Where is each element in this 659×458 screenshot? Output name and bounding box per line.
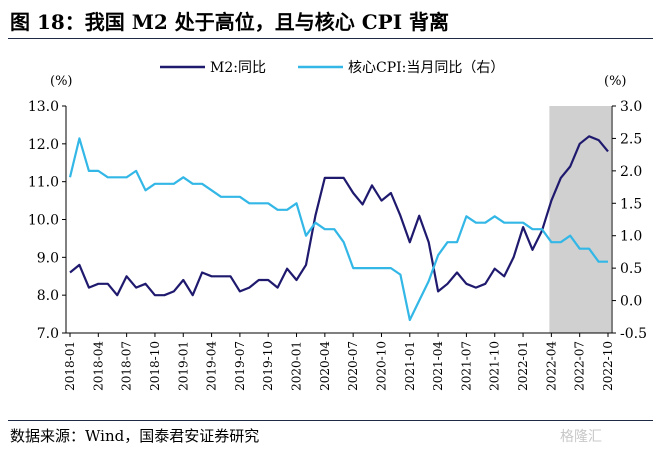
right-tick-label: 1.5 [620, 196, 642, 212]
x-tick-label: 2022-04 [544, 341, 558, 391]
x-tick-label: 2022-07 [573, 341, 587, 391]
left-tick-label: 13.0 [28, 99, 59, 115]
chart-title: 图 18：我国 M2 处于高位，且与核心 CPI 背离 [10, 10, 450, 34]
watermark: 格隆汇 [560, 429, 602, 445]
left-tick-label: 7.0 [37, 326, 59, 342]
x-tick-label: 2019-04 [205, 341, 219, 391]
legend-cpi-label: 核心CPI:当月同比（右） [348, 60, 504, 76]
left-unit-label: (%) [50, 74, 73, 89]
m2-series-line [69, 135, 609, 297]
source-note: 数据来源：Wind，国泰君安证券研究 [10, 427, 260, 445]
right-tick-label: 2.5 [620, 131, 642, 147]
left-tick-label: 10.0 [28, 213, 59, 229]
x-tick-label: 2018-10 [148, 341, 162, 391]
x-tick-label: 2018-01 [63, 341, 77, 391]
core-cpi-series-line [68, 137, 608, 322]
right-tick-label: 1.0 [620, 229, 642, 245]
footer-rule [8, 420, 653, 421]
right-tick-label: 2.0 [620, 164, 642, 180]
shaded-region [549, 106, 611, 333]
legend-m2-label: M2:同比 [210, 60, 266, 76]
left-tick-label: 12.0 [28, 137, 59, 153]
x-tick-label: 2020-07 [346, 341, 360, 391]
x-tick-label: 2019-01 [176, 341, 190, 391]
x-tick-label: 2022-01 [516, 341, 530, 391]
right-tick-label: 3.0 [620, 99, 642, 115]
x-tick-label: 2019-07 [233, 341, 247, 391]
x-tick-label: 2018-07 [120, 341, 134, 391]
right-unit-label: (%) [604, 74, 627, 89]
x-tick-label: 2021-04 [431, 341, 445, 391]
left-tick-label: 9.0 [37, 250, 59, 266]
x-tick-label: 2022-10 [601, 341, 615, 391]
title-rule [8, 38, 653, 39]
left-tick-label: 11.0 [28, 175, 59, 191]
x-tick-label: 2020-10 [374, 341, 388, 391]
right-tick-label: -0.5 [620, 326, 647, 342]
x-tick-label: 2020-04 [318, 341, 332, 391]
x-tick-label: 2021-01 [403, 341, 417, 391]
right-tick-label: 0.0 [620, 294, 642, 310]
x-tick-label: 2021-07 [459, 341, 473, 391]
x-tick-label: 2020-01 [290, 341, 304, 391]
x-tick-label: 2021-10 [488, 341, 502, 391]
left-tick-label: 8.0 [37, 288, 59, 304]
x-tick-label: 2018-04 [91, 341, 105, 391]
x-tick-label: 2019-10 [261, 341, 275, 391]
right-tick-label: 0.5 [620, 261, 642, 277]
